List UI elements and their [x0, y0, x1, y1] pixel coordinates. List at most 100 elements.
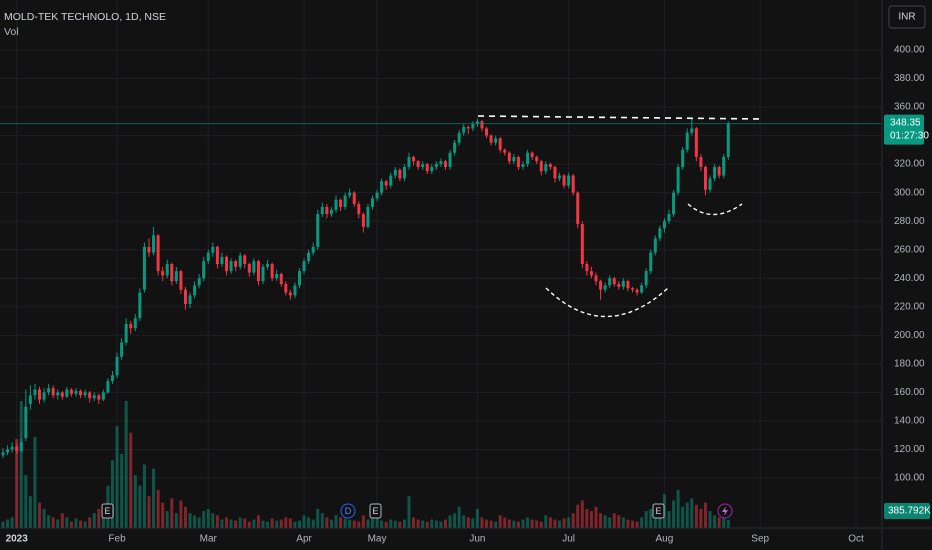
volume-bar	[630, 520, 634, 528]
volume-bar	[489, 520, 493, 528]
candle-body	[357, 204, 361, 215]
volume-bar	[603, 515, 607, 528]
price-pane	[0, 118, 882, 459]
candle-body	[279, 273, 283, 284]
volume-bar	[412, 517, 416, 528]
candle-body	[225, 256, 229, 272]
currency-button[interactable]	[888, 5, 926, 29]
volume-bar	[288, 518, 292, 528]
earnings-marker[interactable]	[101, 503, 114, 519]
candle-body	[694, 128, 698, 157]
candle-body	[142, 246, 146, 290]
candle-body	[24, 406, 28, 439]
chart-title: MOLD-TEK TECHNOLO, 1D, NSE	[4, 11, 166, 23]
candle-body	[512, 156, 516, 162]
candle-body	[147, 246, 151, 253]
candle-body	[316, 214, 320, 247]
x-tick-label: 2023	[6, 534, 29, 545]
volume-bar	[252, 519, 256, 528]
candle-body	[425, 164, 429, 172]
volume-bar	[298, 520, 302, 528]
earnings-marker[interactable]	[369, 503, 382, 519]
candle-body	[170, 264, 174, 282]
volume-bar	[193, 515, 197, 528]
volume-bar	[325, 517, 329, 528]
volume-bar	[681, 506, 685, 528]
candle-body	[293, 285, 297, 296]
candle-body	[266, 264, 270, 267]
volume-bar	[457, 506, 461, 528]
earnings-marker[interactable]	[652, 503, 665, 519]
volume-bar	[115, 426, 119, 528]
volume-bar	[170, 498, 174, 528]
candle-body	[640, 285, 644, 293]
volume-bar	[453, 513, 457, 528]
volume-bar	[416, 519, 420, 528]
volume-bar	[142, 464, 146, 528]
volume-bar	[229, 519, 233, 528]
candle-body	[448, 152, 452, 167]
volume-bar	[589, 511, 593, 528]
volume-bar	[33, 436, 37, 528]
x-tick-label: Sep	[751, 534, 769, 545]
candle-body	[703, 166, 707, 190]
candle-body	[407, 156, 411, 167]
volume-bar	[672, 500, 676, 528]
volume-bar	[284, 517, 288, 528]
candle-body	[393, 169, 397, 176]
candle-body	[1, 452, 5, 456]
x-tick-label: Aug	[656, 534, 674, 545]
candle-body	[352, 192, 356, 205]
candle-body	[544, 164, 548, 172]
candle-body	[485, 128, 489, 136]
candle-body	[129, 323, 133, 329]
candle-body	[690, 128, 694, 133]
volume-bar	[302, 515, 306, 528]
candle-body	[174, 271, 178, 282]
candle-body	[329, 209, 333, 215]
currency-label[interactable]: INR	[898, 12, 915, 23]
candle-body	[165, 264, 169, 276]
candle-body	[261, 266, 265, 282]
volume-bar	[553, 519, 557, 528]
grid	[0, 0, 882, 528]
candle-body	[630, 288, 634, 290]
volume-bar	[24, 475, 28, 528]
candle-body	[6, 449, 10, 453]
y-tick-label: 180.00	[894, 359, 925, 370]
earnings-marker-label[interactable]: E	[372, 506, 378, 516]
candle-body	[389, 175, 393, 186]
volume-bar	[649, 508, 653, 528]
candle-body	[256, 261, 260, 282]
candle-body	[480, 121, 484, 129]
volume-bar	[311, 519, 315, 528]
candle-body	[298, 271, 302, 286]
volume-bar	[530, 519, 534, 528]
volume-bar	[685, 502, 689, 528]
volume-bar	[612, 513, 616, 528]
volume-bar	[329, 519, 333, 528]
volume-bar	[348, 519, 352, 528]
candle-body	[662, 221, 666, 229]
volume-bar	[110, 460, 114, 528]
candle-body	[457, 132, 461, 143]
candle-body	[366, 206, 370, 227]
volume-bar	[585, 508, 589, 528]
dividend-marker[interactable]	[340, 503, 356, 519]
volume-bar	[430, 519, 434, 528]
volume-bar	[366, 519, 370, 528]
volume-bar	[161, 502, 165, 528]
earnings-marker-label[interactable]: E	[104, 506, 110, 516]
handle-curve	[687, 203, 743, 216]
volume-bar	[717, 517, 721, 528]
volume-bar	[215, 515, 219, 528]
volume-bar	[512, 520, 516, 528]
dividend-marker-label[interactable]: D	[345, 506, 352, 516]
volume-indicator-label: Vol	[4, 26, 19, 38]
volume-bar	[667, 511, 671, 528]
candle-body	[334, 199, 338, 210]
y-tick-label: 280.00	[894, 216, 925, 227]
volume-bar	[165, 511, 169, 528]
earnings-marker-label[interactable]: E	[655, 506, 661, 516]
candle-body	[69, 389, 73, 394]
